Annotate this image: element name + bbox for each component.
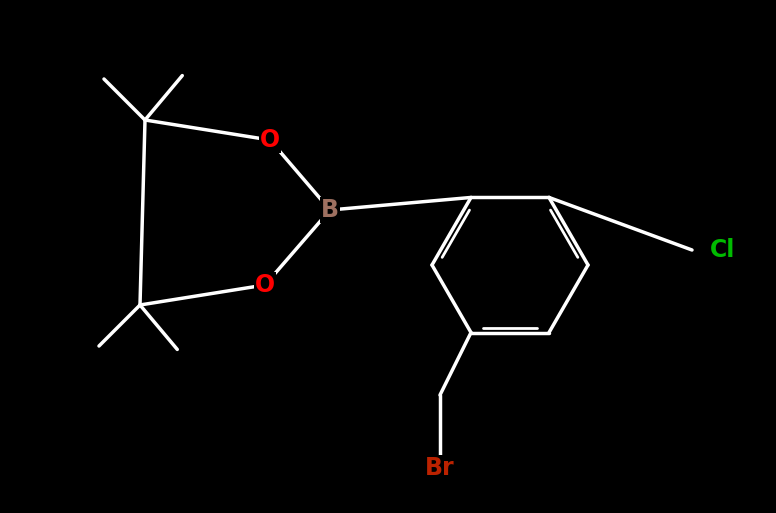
Text: Br: Br xyxy=(425,456,455,480)
Text: O: O xyxy=(260,128,280,152)
Text: Cl: Cl xyxy=(710,238,736,262)
Text: B: B xyxy=(321,198,339,222)
Text: O: O xyxy=(255,273,275,297)
